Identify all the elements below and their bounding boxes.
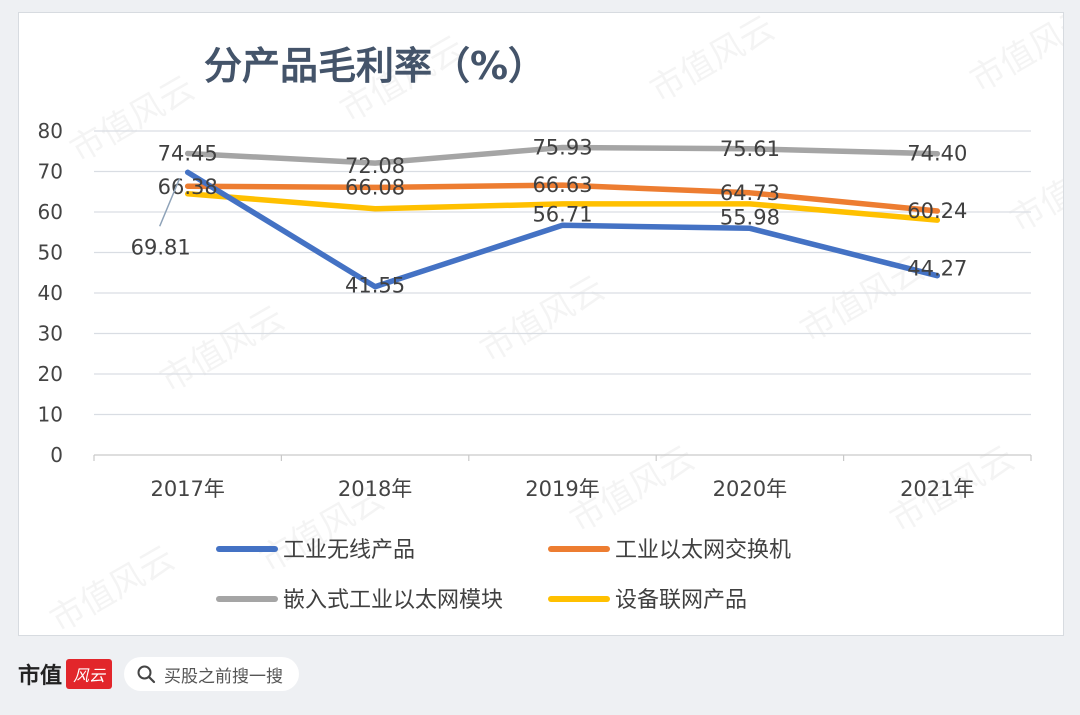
- data-label: 55.98: [720, 205, 780, 229]
- search-icon: [137, 665, 156, 684]
- y-tick-label: 20: [38, 362, 63, 386]
- data-label: 72.08: [345, 154, 405, 178]
- legend-label: 工业以太网交换机: [615, 538, 791, 563]
- series-line-2: [184, 182, 941, 214]
- y-tick-label: 30: [38, 322, 63, 346]
- brand-logo: 风云: [66, 659, 113, 689]
- legend-label: 嵌入式工业以太网模块: [283, 588, 503, 613]
- data-label: 74.40: [907, 142, 967, 166]
- search-placeholder: 买股之前搜一搜: [164, 666, 284, 687]
- search-box[interactable]: 买股之前搜一搜: [124, 657, 300, 691]
- data-label: 75.93: [532, 135, 592, 159]
- y-tick-label: 60: [38, 200, 63, 224]
- data-label: 44.27: [907, 257, 967, 281]
- data-label: 66.08: [345, 175, 405, 199]
- watermark-text: 市值风云: [154, 298, 292, 401]
- data-label: 75.61: [720, 137, 780, 161]
- y-tick-label: 80: [38, 119, 63, 143]
- x-tick-label: 2017年: [150, 477, 224, 501]
- legend-label: 设备联网产品: [615, 588, 747, 613]
- series-line-4: [184, 191, 941, 223]
- watermark-text: 市值风云: [1004, 138, 1064, 241]
- data-label: 64.73: [720, 181, 780, 205]
- y-tick-label: 10: [38, 403, 63, 427]
- watermark-text: 市值风云: [474, 268, 612, 371]
- data-label: 74.45: [158, 141, 218, 165]
- y-tick-label: 0: [50, 443, 63, 467]
- x-tick-label: 2021年: [900, 477, 974, 501]
- series-line-1: [184, 169, 941, 290]
- y-tick-label: 50: [38, 241, 63, 265]
- watermark-text: 市值风云: [964, 13, 1064, 101]
- x-tick-label: 2018年: [338, 477, 412, 501]
- footer-bar: 市值 风云 买股之前搜一搜: [18, 650, 1062, 698]
- brand-name: 市值: [18, 663, 63, 689]
- legend-label: 工业无线产品: [283, 538, 415, 563]
- watermark-text: 市值风云: [44, 538, 182, 635]
- x-tick-label: 2019年: [525, 477, 599, 501]
- y-tick-label: 70: [38, 160, 63, 184]
- chart-title: 分产品毛利率（%）: [204, 44, 546, 88]
- x-tick-label: 2020年: [713, 477, 787, 501]
- y-tick-label: 40: [38, 281, 63, 305]
- data-label: 66.38: [158, 175, 218, 199]
- data-label: 41.55: [345, 274, 405, 298]
- chart-card: 市值风云 市值风云 市值风云 市值风云 市值风云 市值风云 市值风云 市值风云 市值风云 市值风云…: [18, 12, 1064, 636]
- series-line-3: [184, 144, 941, 166]
- data-label: 66.63: [532, 173, 592, 197]
- watermark-text: 市值风云: [644, 13, 782, 111]
- leader-line: [159, 177, 181, 227]
- data-label: 56.71: [532, 202, 592, 226]
- data-label: 69.81: [131, 235, 191, 259]
- data-label: 60.24: [907, 199, 967, 223]
